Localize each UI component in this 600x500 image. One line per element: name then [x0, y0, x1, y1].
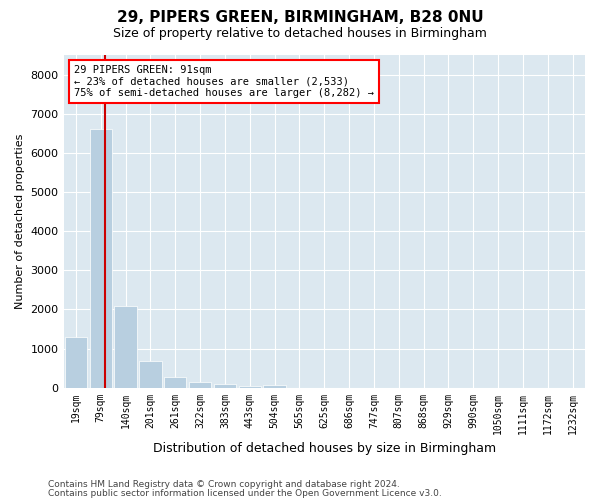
- Text: Size of property relative to detached houses in Birmingham: Size of property relative to detached ho…: [113, 28, 487, 40]
- X-axis label: Distribution of detached houses by size in Birmingham: Distribution of detached houses by size …: [153, 442, 496, 455]
- Bar: [189, 382, 211, 388]
- Y-axis label: Number of detached properties: Number of detached properties: [15, 134, 25, 309]
- Bar: [239, 386, 261, 388]
- Text: Contains HM Land Registry data © Crown copyright and database right 2024.: Contains HM Land Registry data © Crown c…: [48, 480, 400, 489]
- Bar: [214, 384, 236, 388]
- Bar: [164, 376, 187, 388]
- Text: 29 PIPERS GREEN: 91sqm
← 23% of detached houses are smaller (2,533)
75% of semi-: 29 PIPERS GREEN: 91sqm ← 23% of detached…: [74, 65, 374, 98]
- Bar: [263, 386, 286, 388]
- Bar: [65, 337, 87, 388]
- Text: Contains public sector information licensed under the Open Government Licence v3: Contains public sector information licen…: [48, 488, 442, 498]
- Text: 29, PIPERS GREEN, BIRMINGHAM, B28 0NU: 29, PIPERS GREEN, BIRMINGHAM, B28 0NU: [116, 10, 484, 25]
- Bar: [115, 306, 137, 388]
- Bar: [139, 360, 161, 388]
- Bar: [89, 130, 112, 388]
